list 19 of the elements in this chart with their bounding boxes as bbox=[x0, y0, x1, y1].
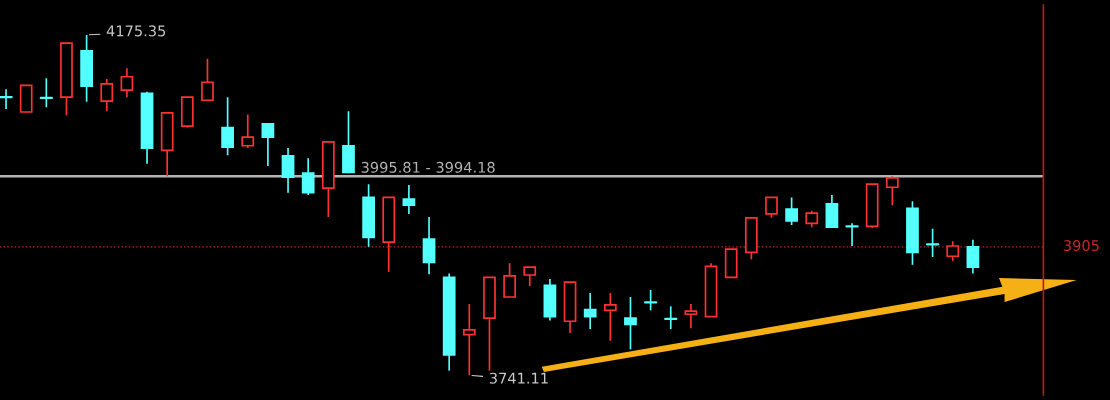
annotation: 3741.11 bbox=[489, 372, 548, 384]
candlestick bbox=[583, 292, 597, 330]
candlestick bbox=[966, 238, 980, 275]
candlestick bbox=[684, 303, 698, 330]
candlestick bbox=[120, 67, 134, 98]
candlestick bbox=[422, 216, 436, 276]
candlestick bbox=[281, 147, 295, 194]
candlestick bbox=[664, 305, 678, 330]
band-label: 3995.81 - 3994.18 bbox=[361, 161, 495, 173]
candlestick bbox=[402, 184, 416, 215]
candlestick bbox=[603, 292, 617, 342]
candlestick bbox=[100, 78, 114, 113]
candlestick bbox=[442, 272, 456, 372]
candlestick bbox=[624, 296, 637, 351]
candlestick bbox=[39, 77, 53, 109]
candlestick bbox=[946, 240, 960, 262]
ref-line-label: 3905 bbox=[1063, 240, 1099, 252]
candlestick bbox=[0, 88, 13, 110]
annotation: 4175.35 bbox=[106, 25, 166, 37]
